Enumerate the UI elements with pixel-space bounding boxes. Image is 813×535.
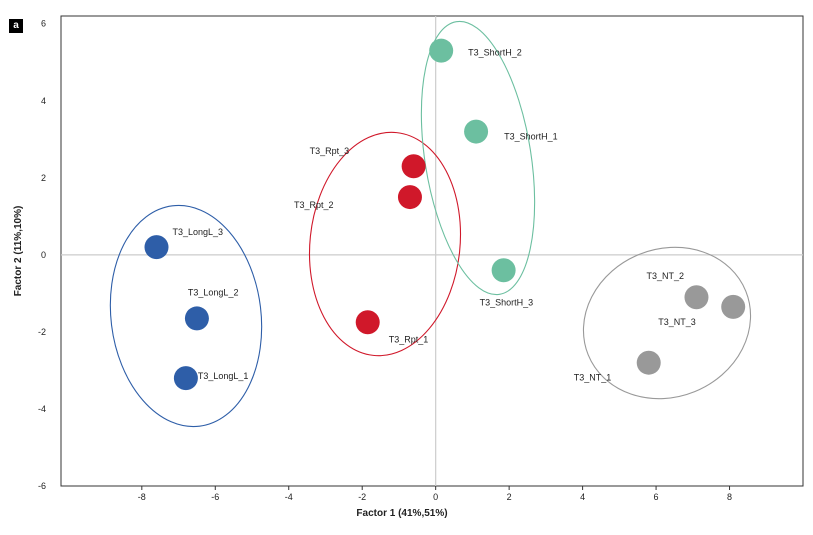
data-point-label: T3_Rpt_3 [310,146,350,156]
x-axis-title: Factor 1 (41%,51%) [356,508,447,519]
x-tick-label: 4 [580,492,585,502]
data-point-label: T3_ShortH_1 [504,132,558,142]
x-tick-label: -6 [211,492,219,502]
plot-frame [60,15,804,487]
cluster-ellipse [582,246,752,400]
data-point-label: T3_LongL_2 [188,287,239,297]
data-point-label: T3_ShortH_2 [468,48,522,58]
data-point [173,366,198,391]
y-tick-label: 6 [41,19,46,29]
y-tick-label: -4 [38,404,46,414]
cluster-ellipse [308,131,462,357]
y-tick-label: -2 [38,327,46,337]
data-point [144,235,169,260]
y-tick-label: 4 [41,96,46,106]
x-tick-label: -8 [138,492,146,502]
data-point [636,350,661,375]
data-point-label: T3_Rpt_1 [389,334,429,344]
x-tick-label: -4 [285,492,293,502]
panel-label: a [9,19,23,33]
data-point-label: T3_LongL_3 [173,227,224,237]
data-point [355,310,380,335]
cluster-ellipse [109,204,263,428]
data-point [401,154,426,179]
x-tick-label: -2 [358,492,366,502]
data-point [684,285,709,310]
x-tick-label: 0 [433,492,438,502]
x-tick-label: 2 [507,492,512,502]
data-point-label: T3_LongL_1 [198,371,249,381]
data-point-label: T3_NT_2 [646,271,684,281]
data-point [491,258,516,283]
y-tick-label: 0 [41,250,46,260]
data-point [464,119,489,144]
data-point-label: T3_NT_3 [658,317,696,327]
x-tick-label: 8 [727,492,732,502]
cluster-ellipse [420,20,536,296]
data-point [429,38,454,63]
x-tick-label: 6 [654,492,659,502]
data-point [721,294,746,319]
data-point [184,306,209,331]
data-point-label: T3_ShortH_3 [480,297,534,307]
data-point-label: T3_NT_1 [574,373,612,383]
y-tick-label: -6 [38,481,46,491]
y-tick-label: 2 [41,173,46,183]
data-point-label: T3_Rpt_2 [294,200,334,210]
y-axis-title: Factor 2 (11%,10%) [13,206,24,297]
data-point [397,185,422,210]
